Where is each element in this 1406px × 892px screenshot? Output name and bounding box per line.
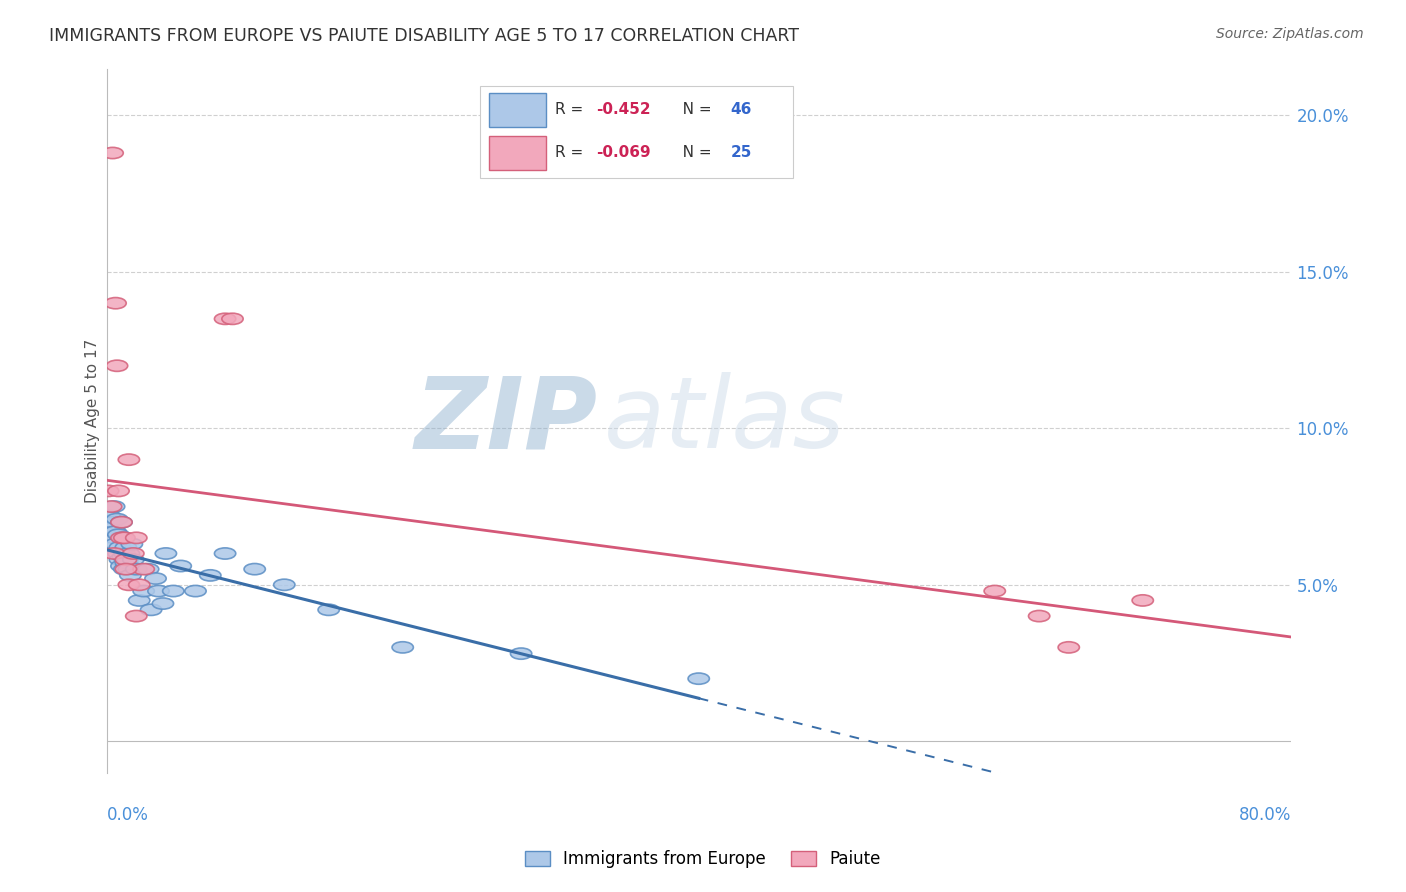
Ellipse shape	[1132, 595, 1153, 606]
Text: IMMIGRANTS FROM EUROPE VS PAIUTE DISABILITY AGE 5 TO 17 CORRELATION CHART: IMMIGRANTS FROM EUROPE VS PAIUTE DISABIL…	[49, 27, 799, 45]
Ellipse shape	[112, 533, 134, 543]
Ellipse shape	[108, 529, 129, 541]
Ellipse shape	[163, 585, 184, 597]
Ellipse shape	[122, 554, 143, 566]
Ellipse shape	[100, 501, 122, 512]
Ellipse shape	[984, 585, 1005, 597]
Ellipse shape	[107, 360, 128, 371]
Ellipse shape	[274, 579, 295, 591]
Ellipse shape	[110, 541, 131, 553]
Text: 0.0%: 0.0%	[107, 806, 149, 824]
Legend: Immigrants from Europe, Paiute: Immigrants from Europe, Paiute	[519, 844, 887, 875]
Ellipse shape	[115, 554, 136, 566]
Ellipse shape	[152, 598, 173, 609]
Ellipse shape	[111, 533, 132, 543]
Ellipse shape	[118, 548, 139, 559]
Ellipse shape	[103, 516, 124, 528]
Ellipse shape	[107, 514, 128, 524]
Ellipse shape	[108, 485, 129, 497]
Ellipse shape	[104, 533, 125, 543]
Ellipse shape	[155, 548, 177, 559]
Ellipse shape	[104, 548, 125, 559]
Ellipse shape	[114, 533, 135, 543]
Ellipse shape	[120, 570, 141, 581]
Ellipse shape	[222, 313, 243, 325]
Ellipse shape	[118, 579, 139, 591]
Ellipse shape	[125, 610, 148, 622]
Ellipse shape	[112, 551, 134, 562]
Y-axis label: Disability Age 5 to 17: Disability Age 5 to 17	[86, 338, 100, 502]
Ellipse shape	[170, 560, 191, 572]
Ellipse shape	[110, 554, 131, 566]
Ellipse shape	[128, 579, 150, 591]
Ellipse shape	[688, 673, 710, 684]
Ellipse shape	[105, 526, 127, 537]
Ellipse shape	[510, 648, 531, 659]
Ellipse shape	[245, 564, 266, 574]
Ellipse shape	[100, 523, 122, 534]
Ellipse shape	[103, 147, 124, 159]
Ellipse shape	[392, 641, 413, 653]
Ellipse shape	[117, 554, 138, 566]
Text: 80.0%: 80.0%	[1239, 806, 1291, 824]
Ellipse shape	[118, 454, 139, 466]
Ellipse shape	[97, 485, 120, 497]
Ellipse shape	[115, 558, 136, 568]
Ellipse shape	[114, 548, 135, 559]
Ellipse shape	[184, 585, 207, 597]
Ellipse shape	[111, 560, 132, 572]
Ellipse shape	[125, 564, 148, 574]
Ellipse shape	[145, 573, 166, 584]
Ellipse shape	[134, 585, 155, 597]
Ellipse shape	[134, 564, 155, 574]
Ellipse shape	[122, 548, 143, 559]
Ellipse shape	[105, 298, 127, 309]
Ellipse shape	[114, 564, 135, 574]
Text: ZIP: ZIP	[415, 372, 598, 469]
Ellipse shape	[215, 313, 236, 325]
Ellipse shape	[318, 604, 339, 615]
Ellipse shape	[1029, 610, 1050, 622]
Ellipse shape	[98, 510, 121, 522]
Ellipse shape	[141, 604, 162, 615]
Ellipse shape	[118, 564, 139, 574]
Ellipse shape	[138, 564, 159, 574]
Ellipse shape	[1059, 641, 1080, 653]
Ellipse shape	[125, 533, 148, 543]
Ellipse shape	[108, 548, 129, 559]
Ellipse shape	[111, 516, 132, 528]
Ellipse shape	[215, 548, 236, 559]
Ellipse shape	[104, 501, 125, 512]
Ellipse shape	[121, 539, 142, 549]
Text: atlas: atlas	[605, 372, 845, 469]
Ellipse shape	[105, 539, 127, 549]
Ellipse shape	[128, 595, 150, 606]
Ellipse shape	[111, 516, 132, 528]
Ellipse shape	[115, 564, 136, 574]
Ellipse shape	[148, 585, 169, 597]
Text: Source: ZipAtlas.com: Source: ZipAtlas.com	[1216, 27, 1364, 41]
Ellipse shape	[200, 570, 221, 581]
Ellipse shape	[115, 541, 136, 553]
